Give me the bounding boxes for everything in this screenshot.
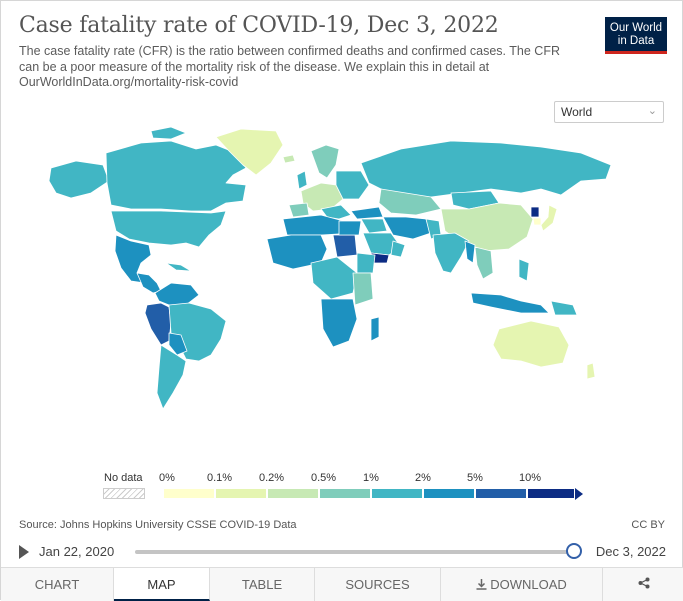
- tab-share[interactable]: [603, 568, 683, 601]
- region-alaska: [48, 160, 110, 199]
- region-eastern-europe: [335, 170, 370, 200]
- legend-bin-label: 1%: [363, 472, 379, 484]
- region-indonesia: [470, 292, 550, 314]
- region-oman: [390, 240, 406, 258]
- tab-sources-label: SOURCES: [345, 577, 410, 592]
- legend-swatch[interactable]: [475, 488, 527, 499]
- play-icon[interactable]: [19, 545, 29, 559]
- tab-download-label: DOWNLOAD: [490, 577, 567, 592]
- timeline-track[interactable]: [135, 550, 575, 554]
- legend-arrow: [575, 488, 583, 500]
- region-east-africa: [352, 272, 374, 306]
- logo-accent-bar: [605, 51, 667, 54]
- region-ethiopia: [356, 252, 376, 274]
- legend-swatch[interactable]: [215, 488, 267, 499]
- region-canada: [105, 140, 247, 212]
- region-central-africa: [310, 256, 358, 300]
- region-select-value: World: [561, 105, 593, 119]
- region-spain: [288, 202, 310, 218]
- source-note: Source: Johns Hopkins University CSSE CO…: [19, 519, 297, 531]
- region-japan: [540, 204, 558, 232]
- timeline: Jan 22, 2020 Dec 3, 2022: [1, 541, 683, 563]
- legend-swatch[interactable]: [423, 488, 475, 499]
- region-uk: [296, 170, 308, 190]
- tab-table[interactable]: TABLE: [210, 568, 315, 601]
- region-caribbean: [165, 262, 192, 272]
- tab-chart[interactable]: CHART: [1, 568, 114, 601]
- legend-no-data-label: No data: [104, 472, 143, 484]
- logo-line-2: in Data: [617, 34, 655, 47]
- legend-bin-label: 10%: [519, 472, 542, 484]
- world-map[interactable]: [21, 123, 661, 423]
- region-papua: [550, 300, 578, 316]
- tab-map-label: MAP: [147, 577, 176, 592]
- legend-bin-label: 0.5%: [311, 472, 337, 484]
- region-bolivia-paraguay: [168, 332, 188, 356]
- chart-subtitle: The case fatality rate (CFR) is the rati…: [19, 44, 560, 89]
- region-philippines: [518, 258, 530, 282]
- tab-map[interactable]: MAP: [114, 568, 210, 601]
- tab-download[interactable]: DOWNLOAD: [441, 568, 603, 601]
- region-italy-balkans: [320, 204, 352, 220]
- region-south-korea: [532, 217, 542, 226]
- region-colombia-venezuela: [154, 282, 200, 306]
- timeline-end-label[interactable]: Dec 3, 2022: [595, 544, 666, 559]
- legend-swatch[interactable]: [371, 488, 423, 499]
- license-link[interactable]: CC BY: [631, 519, 665, 531]
- tab-sources[interactable]: SOURCES: [315, 568, 441, 601]
- region-madagascar: [370, 316, 380, 342]
- region-greenland: [215, 128, 284, 176]
- chevron-down-icon: ⌄: [647, 105, 657, 117]
- legend-no-data-swatch: [103, 488, 145, 499]
- region-kazakhstan: [378, 188, 442, 216]
- region-new-zealand: [586, 362, 596, 380]
- tab-bar: CHART MAP TABLE SOURCES DOWNLOAD: [1, 567, 683, 601]
- region-iceland: [282, 154, 296, 164]
- region-select[interactable]: World ⌄: [554, 101, 664, 123]
- legend-bin-label: 0.2%: [259, 472, 285, 484]
- legend-swatch[interactable]: [163, 488, 215, 499]
- region-myanmar: [464, 240, 476, 264]
- legend-bin-label: 0%: [159, 472, 175, 484]
- region-chile-argentina: [156, 344, 187, 410]
- region-central-america: [136, 272, 162, 294]
- timeline-handle[interactable]: [566, 543, 582, 559]
- region-india: [432, 232, 470, 274]
- region-sudan: [332, 234, 358, 258]
- region-russia: [360, 140, 612, 198]
- source-prefix: Source:: [19, 519, 60, 531]
- legend-swatch[interactable]: [319, 488, 371, 499]
- region-thailand-vietnam: [474, 246, 494, 280]
- legend-bin-label: 5%: [467, 472, 483, 484]
- download-icon: [476, 579, 487, 590]
- region-southern-africa: [320, 298, 358, 348]
- legend-swatch[interactable]: [527, 488, 575, 499]
- region-iraq-syria: [360, 218, 388, 234]
- share-icon: [638, 577, 649, 589]
- owid-logo[interactable]: Our World in Data: [605, 17, 667, 54]
- region-egypt: [338, 220, 362, 236]
- source-link[interactable]: Johns Hopkins University CSSE COVID-19 D…: [59, 519, 297, 531]
- tab-table-label: TABLE: [241, 577, 283, 592]
- legend-swatch[interactable]: [267, 488, 319, 499]
- legend-bin-label: 2%: [415, 472, 431, 484]
- region-north-korea: [530, 206, 540, 218]
- region-australia: [492, 320, 570, 368]
- region-west-africa: [266, 234, 328, 270]
- region-scandinavia: [310, 144, 340, 179]
- region-ecuador-peru: [144, 302, 172, 346]
- region-arctic-islands: [150, 126, 187, 140]
- timeline-start-label[interactable]: Jan 22, 2020: [39, 544, 115, 559]
- chart-title: Case fatality rate of COVID-19, Dec 3, 2…: [19, 13, 499, 38]
- region-united-states: [110, 210, 227, 248]
- legend-bin-label: 0.1%: [207, 472, 233, 484]
- logo-line-1: Our World: [609, 22, 663, 34]
- tab-chart-label: CHART: [34, 577, 80, 592]
- region-turkey: [350, 206, 384, 220]
